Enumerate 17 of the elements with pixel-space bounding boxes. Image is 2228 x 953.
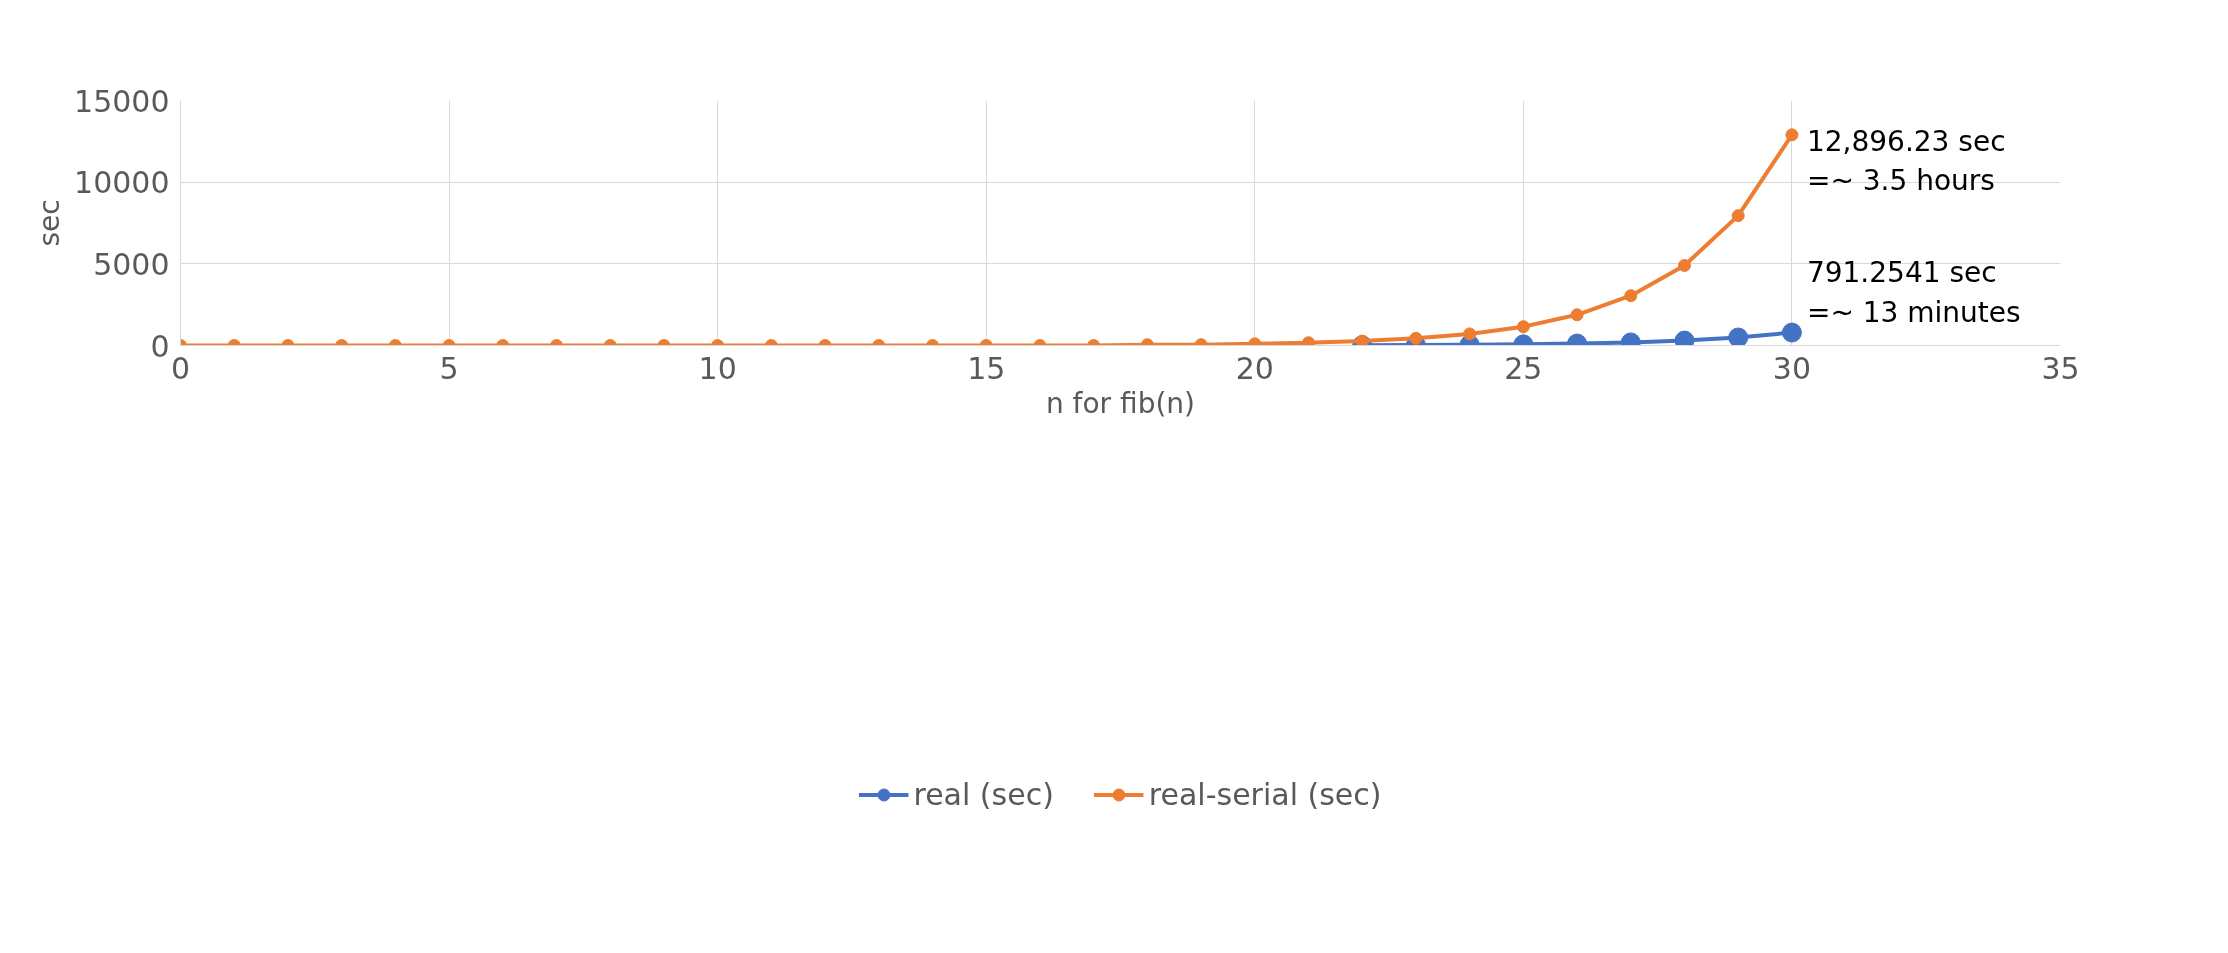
x-tick-label: 30 [1772,350,1812,386]
x-tick-label: 5 [439,350,459,386]
y-tick-label: 0 [150,328,170,364]
y-axis-title: sec [33,199,67,247]
legend-label: real (sec) [913,776,1054,812]
x-tick-label: 35 [2041,350,2080,386]
legend-label: real-serial (sec) [1148,776,1382,812]
x-tick-label: 10 [698,350,737,386]
x-tick-label: 15 [967,350,1006,386]
y-tick-label: 15000 [74,83,170,119]
y-tick-label: 5000 [93,246,170,282]
y-tick-label: 10000 [74,165,170,201]
x-axis-title: n for fib(n) [1045,386,1196,420]
annotation: 12,896.23 sec =~ 3.5 hours [1806,124,2006,198]
x-tick-label: 25 [1504,350,1543,386]
annotation: 791.2541 sec =~ 13 minutes [1806,256,2021,329]
x-tick-label: 20 [1235,350,1274,386]
